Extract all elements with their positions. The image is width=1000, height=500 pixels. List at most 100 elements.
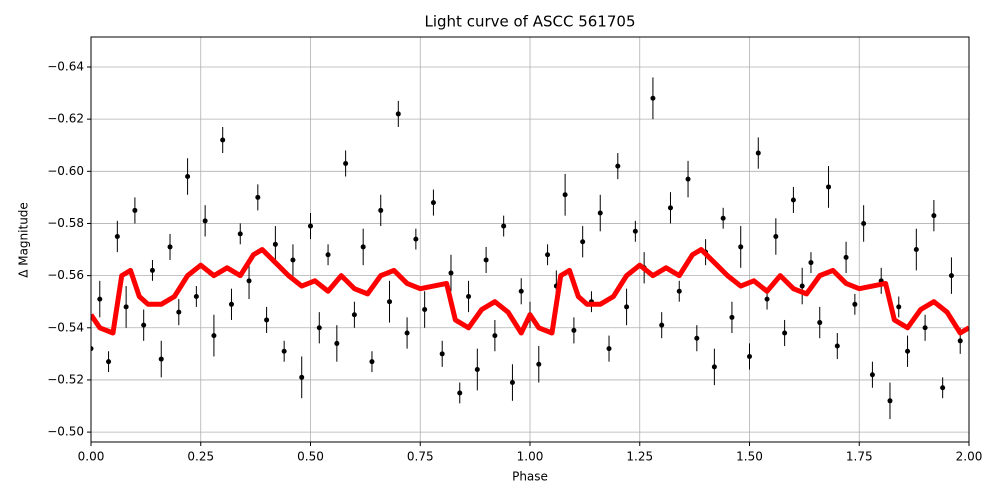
data-point [685,176,691,182]
data-point [281,348,287,354]
x-tick-label: 0.00 [78,450,105,464]
data-point [562,192,568,198]
data-point [650,95,656,101]
data-point [615,163,621,169]
data-point [439,351,445,357]
data-point [316,325,322,331]
data-point [220,137,226,143]
data-point [395,111,401,117]
data-point [905,348,911,354]
y-tick-label: −0.60 [47,164,84,178]
x-tick-label: 2.00 [956,450,983,464]
data-point [948,273,954,279]
data-point [369,359,375,365]
y-axis-label: Δ Magnitude [17,202,31,278]
data-point [957,338,963,344]
data-point [509,380,515,386]
data-point [430,200,436,206]
x-tick-label: 1.25 [626,450,653,464]
data-point [747,353,752,359]
data-point [720,215,726,221]
data-point [834,343,840,349]
data-point [272,241,278,247]
data-point [264,317,270,323]
data-point [474,367,480,373]
data-point [149,267,155,273]
trend-line [91,247,969,336]
data-point [887,398,893,404]
data-point [141,322,147,328]
y-tick-label: −0.50 [47,425,84,439]
data-point [448,270,454,276]
data-point [193,293,199,299]
data-point [404,330,410,336]
x-tick-label: 1.00 [517,450,544,464]
data-point [299,374,305,380]
data-point [676,288,682,294]
data-point [729,314,735,320]
y-tick-label: −0.62 [47,112,84,126]
data-point [799,283,805,289]
data-point [422,307,428,313]
data-point [861,220,867,226]
ticks: 0.00 0.25 0.50 0.75 1.00 1.25 1.50 1.75 2.00 −0.6… [47,59,982,463]
y-tick-label: −0.52 [47,372,84,386]
data-point [123,304,129,310]
data-point [211,333,217,339]
data-point [817,320,823,326]
data-point [826,184,832,190]
data-point [457,390,463,396]
data-point [764,296,770,302]
data-point [466,293,472,299]
data-point [176,309,182,315]
data-point [869,372,875,378]
data-point [852,301,858,307]
data-point [237,231,243,237]
data-point [913,247,919,253]
data-point [940,385,946,391]
data-point [755,150,761,156]
data-point [790,197,796,203]
data-point [597,210,603,216]
data-point [483,257,489,263]
data-point [255,194,261,200]
data-point [202,218,208,224]
data-point [492,333,498,339]
data-point [351,312,357,318]
data-point [114,234,120,240]
x-tick-label: 1.50 [736,450,763,464]
data-point [228,301,234,307]
data-point [325,252,331,258]
data-point [922,325,928,331]
data-point [896,304,902,310]
data-point [167,244,173,250]
data-point [773,234,779,240]
data-point [606,346,612,352]
data-point [290,257,296,263]
y-tick-label: −0.56 [47,268,84,282]
data-point [132,207,138,213]
data-point [413,236,419,242]
data-point [518,288,524,294]
data-point [334,340,340,346]
y-tick-label: −0.58 [47,216,84,230]
x-axis-label: Phase [512,470,548,484]
data-point [545,252,551,258]
data-point [808,260,814,266]
data-point [185,174,191,180]
data-point [97,296,103,302]
data-point [91,346,94,352]
data-point [738,244,744,250]
plot-area [91,77,969,420]
y-tick-label: −0.54 [47,320,84,334]
x-tick-label: 1.75 [846,450,873,464]
data-point [501,223,507,229]
data-point [378,207,384,213]
data-point [782,330,788,336]
data-point [536,361,542,367]
data-point [580,239,586,245]
data-point [632,228,638,234]
y-tick-label: −0.64 [47,59,84,73]
